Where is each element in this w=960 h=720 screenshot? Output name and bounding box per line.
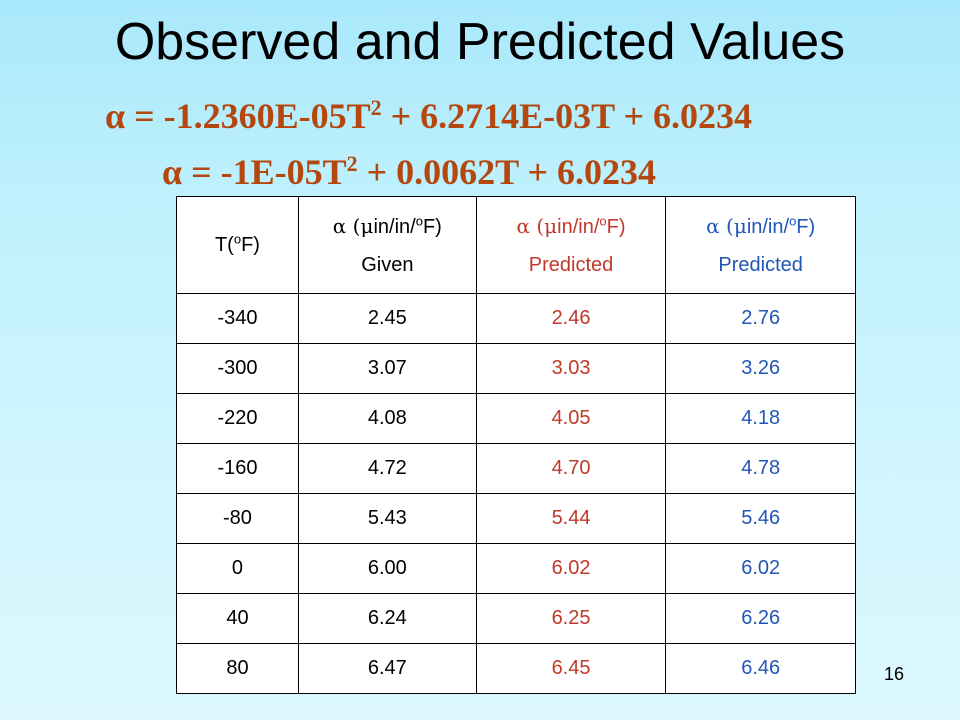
equation-fit-1-exponent: 2 — [370, 95, 382, 120]
cell-predicted-1: 2.46 — [475, 293, 667, 344]
mu-symbol: μ — [360, 213, 374, 238]
table-row: 80 6.47 6.45 6.46 — [176, 643, 856, 694]
cell-predicted-1: 6.25 — [475, 593, 667, 644]
header-unit: in/in/ — [557, 215, 600, 238]
cell-temperature: -340 — [176, 293, 299, 344]
cell-predicted-2: 6.02 — [665, 543, 856, 594]
table-row: -160 4.72 4.70 4.78 — [176, 443, 856, 494]
cell-predicted-1: 4.70 — [475, 443, 667, 494]
cell-predicted-1: 6.02 — [475, 543, 667, 594]
table-row: -80 5.43 5.44 5.46 — [176, 493, 856, 544]
cell-predicted-1: 6.45 — [475, 643, 667, 694]
degree-mark: o — [789, 212, 797, 228]
header-temperature: T(oF) — [176, 196, 299, 294]
cell-temperature: 80 — [176, 643, 299, 694]
table-row: 0 6.00 6.02 6.02 — [176, 543, 856, 594]
equation-fit-2-exponent: 2 — [346, 151, 358, 176]
cell-predicted-1: 4.05 — [475, 393, 667, 444]
degree-mark: o — [233, 231, 242, 247]
cell-temperature: -220 — [176, 393, 299, 444]
cell-predicted-2: 2.76 — [665, 293, 856, 344]
header-unit: in/in/ — [746, 215, 790, 238]
alpha-symbol: α ( — [332, 213, 361, 238]
header-alpha-predicted-2: α (μin/in/oF) Predicted — [665, 196, 856, 294]
table-row: -220 4.08 4.05 4.18 — [176, 393, 856, 444]
header-alpha-given: α (μin/in/oF) Given — [297, 196, 477, 294]
header-alpha-predicted-1: α (μin/in/oF) Predicted — [475, 196, 667, 294]
cell-temperature: 0 — [176, 543, 299, 594]
cell-given: 3.07 — [297, 343, 477, 394]
cell-predicted-2: 4.18 — [665, 393, 856, 444]
header-unit-end: F) — [796, 215, 816, 238]
mu-symbol: μ — [733, 213, 747, 238]
cell-given: 5.43 — [297, 493, 477, 544]
cell-given: 4.72 — [297, 443, 477, 494]
equation-fit-2-lhs: α = -1E-05T — [162, 152, 347, 192]
equation-fit-2: α = -1E-05T2 + 0.0062T + 6.0234 — [162, 152, 656, 192]
header-temperature-unit: F) — [241, 234, 260, 256]
degree-mark: o — [415, 212, 423, 228]
cell-predicted-2: 4.78 — [665, 443, 856, 494]
cell-predicted-2: 3.26 — [665, 343, 856, 394]
cell-predicted-1: 5.44 — [475, 493, 667, 544]
header-temperature-label: T( — [214, 234, 234, 256]
header-sub-label: Predicted — [528, 253, 614, 276]
cell-temperature: -80 — [176, 493, 299, 544]
table-row: 40 6.24 6.25 6.26 — [176, 593, 856, 644]
cell-predicted-2: 6.26 — [665, 593, 856, 644]
page-number: 16 — [884, 664, 905, 684]
cell-predicted-2: 5.46 — [665, 493, 856, 544]
cell-predicted-1: 3.03 — [475, 343, 667, 394]
header-sub-label: Given — [361, 253, 414, 276]
values-table: T(oF) α (μin/in/oF) Given α (μin/in/oF) Pr… — [176, 196, 856, 694]
slide-title: Observed and Predicted Values — [114, 13, 846, 71]
equation-fit-1-lhs: α = -1.2360E-05T — [105, 96, 371, 136]
cell-temperature: -300 — [176, 343, 299, 394]
table-row: -300 3.07 3.03 3.26 — [176, 343, 856, 394]
cell-temperature: 40 — [176, 593, 299, 644]
header-unit: in/in/ — [373, 215, 416, 238]
cell-given: 6.00 — [297, 543, 477, 594]
cell-given: 6.24 — [297, 593, 477, 644]
cell-predicted-2: 6.46 — [665, 643, 856, 694]
cell-given: 2.45 — [297, 293, 477, 344]
cell-temperature: -160 — [176, 443, 299, 494]
degree-mark: o — [599, 212, 607, 228]
header-sub-label: Predicted — [718, 253, 803, 276]
equation-fit-1-rhs: + 6.2714E-03T + 6.0234 — [381, 96, 752, 136]
table-row: -340 2.45 2.46 2.76 — [176, 293, 856, 344]
equation-fit-2-rhs: + 0.0062T + 6.0234 — [357, 152, 656, 192]
mu-symbol: μ — [544, 213, 558, 238]
table-header-row: T(oF) α (μin/in/oF) Given α (μin/in/oF) Pr… — [176, 196, 856, 294]
header-unit-end: F) — [606, 215, 626, 238]
header-unit-end: F) — [422, 215, 442, 238]
equation-fit-1: α = -1.2360E-05T2 + 6.2714E-03T + 6.0234 — [105, 96, 752, 136]
cell-given: 4.08 — [297, 393, 477, 444]
alpha-symbol: α ( — [706, 213, 734, 238]
alpha-symbol: α ( — [516, 213, 545, 238]
cell-given: 6.47 — [297, 643, 477, 694]
